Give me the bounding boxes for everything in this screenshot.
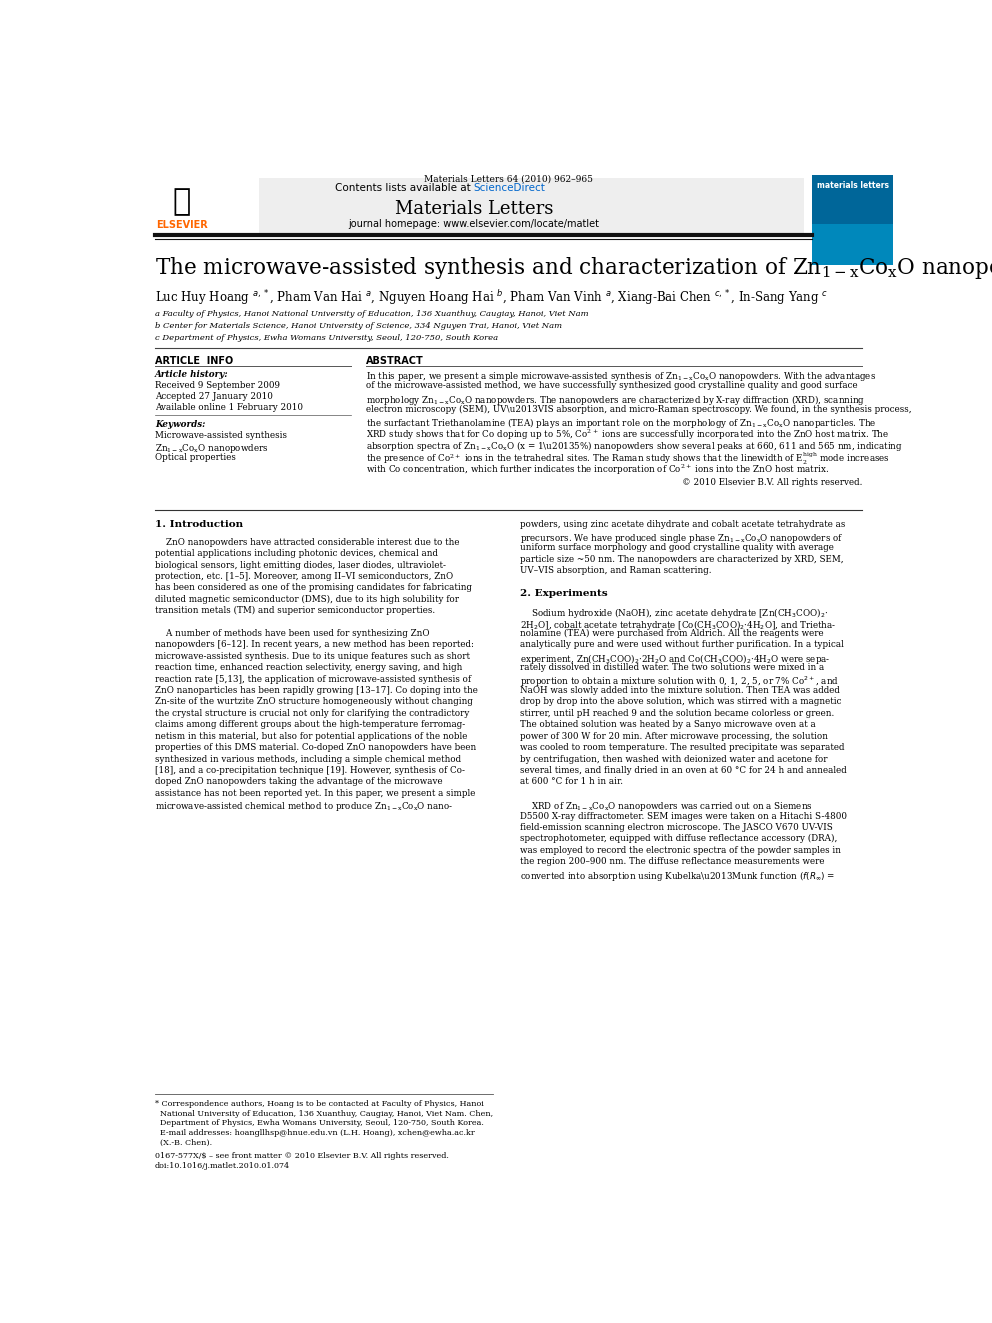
Text: Materials Letters: Materials Letters	[395, 200, 553, 217]
Text: The obtained solution was heated by a Sanyo microwave oven at a: The obtained solution was heated by a Sa…	[520, 720, 815, 729]
Text: c Department of Physics, Ewha Womans University, Seoul, 120-750, South Korea: c Department of Physics, Ewha Womans Uni…	[155, 333, 498, 341]
Text: ARTICLE  INFO: ARTICLE INFO	[155, 356, 233, 366]
Text: reaction rate [5,13], the application of microwave-assisted synthesis of: reaction rate [5,13], the application of…	[155, 675, 471, 684]
Text: Optical properties: Optical properties	[155, 454, 236, 462]
Text: [18], and a co-precipitation technique [19]. However, synthesis of Co-: [18], and a co-precipitation technique […	[155, 766, 464, 775]
Text: protection, etc. [1–5]. Moreover, among II–VI semiconductors, ZnO: protection, etc. [1–5]. Moreover, among …	[155, 572, 453, 581]
Text: the presence of $\mathregular{Co^{2+}}$ ions in the tetrahedral sites. The Raman: the presence of $\mathregular{Co^{2+}}$ …	[366, 451, 890, 467]
Text: uniform surface morphology and good crystalline quality with average: uniform surface morphology and good crys…	[520, 544, 834, 552]
Text: at 600 °C for 1 h in air.: at 600 °C for 1 h in air.	[520, 778, 623, 786]
Text: Microwave-assisted synthesis: Microwave-assisted synthesis	[155, 431, 287, 439]
Text: field-emission scanning electron microscope. The JASCO V670 UV-VIS: field-emission scanning electron microsc…	[520, 823, 832, 832]
Text: The microwave-assisted synthesis and characterization of $\mathregular{Zn_{1-x}C: The microwave-assisted synthesis and cha…	[155, 254, 992, 280]
Text: was employed to record the electronic spectra of the powder samples in: was employed to record the electronic sp…	[520, 845, 841, 855]
Text: Department of Physics, Ewha Womans University, Seoul, 120-750, South Korea.: Department of Physics, Ewha Womans Unive…	[155, 1119, 484, 1127]
Text: was cooled to room temperature. The resulted precipitate was separated: was cooled to room temperature. The resu…	[520, 744, 844, 751]
Text: assistance has not been reported yet. In this paper, we present a simple: assistance has not been reported yet. In…	[155, 789, 475, 798]
Text: microwave-assisted chemical method to produce $\mathregular{Zn_{1-x}Co_x}$O nano: microwave-assisted chemical method to pr…	[155, 800, 453, 814]
Text: synthesized in various methods, including a simple chemical method: synthesized in various methods, includin…	[155, 754, 461, 763]
Text: 2. Experiments: 2. Experiments	[520, 589, 607, 598]
Text: proportion to obtain a mixture solution with 0, 1, 2, 5, or 7% Co$^{2+}$, and: proportion to obtain a mixture solution …	[520, 675, 839, 689]
Text: UV–VIS absorption, and Raman scattering.: UV–VIS absorption, and Raman scattering.	[520, 566, 711, 576]
Text: D5500 X-ray diffractometer. SEM images were taken on a Hitachi S-4800: D5500 X-ray diffractometer. SEM images w…	[520, 811, 847, 820]
Text: E-mail addresses: hoangllhsp@hnue.edu.vn (L.H. Hoang), xchen@ewha.ac.kr: E-mail addresses: hoangllhsp@hnue.edu.vn…	[155, 1129, 474, 1136]
Text: precursors. We have produced single phase $\mathregular{Zn_{1-x}Co_xO}$ nanopowd: precursors. We have produced single phas…	[520, 532, 843, 545]
Text: electron microscopy (SEM), UV\u2013VIS absorption, and micro-Raman spectroscopy.: electron microscopy (SEM), UV\u2013VIS a…	[366, 405, 912, 414]
Text: Materials Letters 64 (2010) 962–965: Materials Letters 64 (2010) 962–965	[424, 175, 593, 183]
Text: spectrophotometer, equipped with diffuse reflectance accessory (DRA),: spectrophotometer, equipped with diffuse…	[520, 835, 837, 844]
Text: microwave-assisted synthesis. Due to its unique features such as short: microwave-assisted synthesis. Due to its…	[155, 652, 470, 660]
Text: XRD of $\mathregular{Zn_{1-x}Co_xO}$ nanopowders was carried out on a Siemens: XRD of $\mathregular{Zn_{1-x}Co_xO}$ nan…	[520, 800, 812, 814]
Text: ABSTRACT: ABSTRACT	[366, 356, 424, 366]
Text: analytically pure and were used without further purification. In a typical: analytically pure and were used without …	[520, 640, 844, 650]
Text: rately dissolved in distilled water. The two solutions were mixed in a: rately dissolved in distilled water. The…	[520, 663, 824, 672]
Text: converted into absorption using Kubelka\u2013Munk function ($f(R_\infty)$ =: converted into absorption using Kubelka\…	[520, 869, 835, 882]
Text: Keywords:: Keywords:	[155, 419, 205, 429]
Bar	[812, 175, 893, 224]
Text: experiment, Zn(CH$_3$COO)$_2$·2H$_2$O and Co(CH$_3$COO)$_2$·4H$_2$O were sepa-: experiment, Zn(CH$_3$COO)$_2$·2H$_2$O an…	[520, 652, 830, 665]
Text: National University of Education, 136 Xuanthuy, Caugiay, Hanoi, Viet Nam. Chen,: National University of Education, 136 Xu…	[155, 1110, 493, 1118]
Text: biological sensors, light emitting diodes, laser diodes, ultraviolet-: biological sensors, light emitting diode…	[155, 561, 445, 569]
Text: particle size ~50 nm. The nanopowders are characterized by XRD, SEM,: particle size ~50 nm. The nanopowders ar…	[520, 554, 843, 564]
Text: ScienceDirect: ScienceDirect	[474, 183, 546, 193]
Text: In this paper, we present a simple microwave-assisted synthesis of $\mathregular: In this paper, we present a simple micro…	[366, 369, 876, 382]
Text: (X.-B. Chen).: (X.-B. Chen).	[155, 1139, 212, 1147]
Text: 1. Introduction: 1. Introduction	[155, 520, 243, 529]
Text: of the microwave-assisted method, we have successfully synthesized good crystall: of the microwave-assisted method, we hav…	[366, 381, 858, 390]
Text: * Correspondence authors, Hoang is to be contacted at Faculty of Physics, Hanoi: * Correspondence authors, Hoang is to be…	[155, 1099, 484, 1109]
Text: journal homepage: www.elsevier.com/locate/matlet: journal homepage: www.elsevier.com/locat…	[348, 218, 599, 229]
Text: nanopowders [6–12]. In recent years, a new method has been reported:: nanopowders [6–12]. In recent years, a n…	[155, 640, 474, 650]
Text: materials letters: materials letters	[816, 181, 889, 191]
Text: b Center for Materials Science, Hanoi University of Science, 334 Nguyen Trai, Ha: b Center for Materials Science, Hanoi Un…	[155, 321, 561, 329]
Text: several times, and finally dried in an oven at 60 °C for 24 h and annealed: several times, and finally dried in an o…	[520, 766, 847, 775]
Text: stirrer, until pH reached 9 and the solution became colorless or green.: stirrer, until pH reached 9 and the solu…	[520, 709, 834, 718]
Text: ☘: ☘	[173, 187, 190, 217]
Text: powders, using zinc acetate dihydrate and cobalt acetate tetrahydrate as: powders, using zinc acetate dihydrate an…	[520, 520, 845, 529]
Text: $\mathregular{Zn_{1-x}Co_xO}$ nanopowders: $\mathregular{Zn_{1-x}Co_xO}$ nanopowder…	[155, 442, 269, 455]
Text: Contents lists available at: Contents lists available at	[335, 183, 474, 193]
Text: doi:10.1016/j.matlet.2010.01.074: doi:10.1016/j.matlet.2010.01.074	[155, 1162, 290, 1170]
Text: by centrifugation, then washed with deionized water and acetone for: by centrifugation, then washed with deio…	[520, 754, 827, 763]
Text: Available online 1 February 2010: Available online 1 February 2010	[155, 404, 303, 413]
Text: drop by drop into the above solution, which was stirred with a magnetic: drop by drop into the above solution, wh…	[520, 697, 841, 706]
Text: A number of methods have been used for synthesizing ZnO: A number of methods have been used for s…	[155, 628, 430, 638]
Text: Zn-site of the wurtzite ZnO structure homogeneously without changing: Zn-site of the wurtzite ZnO structure ho…	[155, 697, 472, 706]
Text: properties of this DMS material. Co-doped ZnO nanopowders have been: properties of this DMS material. Co-dope…	[155, 744, 476, 751]
Text: diluted magnetic semiconductor (DMS), due to its high solubility for: diluted magnetic semiconductor (DMS), du…	[155, 595, 458, 603]
Text: Accepted 27 January 2010: Accepted 27 January 2010	[155, 392, 273, 401]
Text: doped ZnO nanopowders taking the advantage of the microwave: doped ZnO nanopowders taking the advanta…	[155, 778, 442, 786]
Text: ELSEVIER: ELSEVIER	[156, 220, 207, 230]
Text: with Co concentration, which further indicates the incorporation of $\mathregula: with Co concentration, which further ind…	[366, 463, 829, 476]
Text: the crystal structure is crucial not only for clarifying the contradictory: the crystal structure is crucial not onl…	[155, 709, 469, 718]
Text: absorption spectra of $\mathregular{Zn_{1-x}Co_xO}$ (x = 1\u20135%) nanopowders : absorption spectra of $\mathregular{Zn_{…	[366, 439, 903, 454]
Text: netism in this material, but also for potential applications of the noble: netism in this material, but also for po…	[155, 732, 467, 741]
Text: 2H$_2$O], cobalt acetate tetrahydrate [Co(CH$_3$COO)$_2$·4H$_2$O], and Trietha-: 2H$_2$O], cobalt acetate tetrahydrate [C…	[520, 618, 836, 631]
Text: NaOH was slowly added into the mixture solution. Then TEA was added: NaOH was slowly added into the mixture s…	[520, 687, 840, 695]
Bar	[155, 179, 805, 234]
Text: reaction time, enhanced reaction selectivity, energy saving, and high: reaction time, enhanced reaction selecti…	[155, 663, 462, 672]
Text: has been considered as one of the promising candidates for fabricating: has been considered as one of the promis…	[155, 583, 472, 593]
Text: the surfactant Triethanolamine (TEA) plays an important role on the morphology o: the surfactant Triethanolamine (TEA) pla…	[366, 417, 877, 430]
Bar	[155, 179, 259, 234]
Text: 0167-577X/$ – see front matter © 2010 Elsevier B.V. All rights reserved.: 0167-577X/$ – see front matter © 2010 El…	[155, 1152, 448, 1160]
Text: Luc Huy Hoang $^{a,*}$, Pham Van Hai $^{a}$, Nguyen Hoang Hai $^{b}$, Pham Van V: Luc Huy Hoang $^{a,*}$, Pham Van Hai $^{…	[155, 288, 828, 307]
Bar	[812, 175, 893, 265]
Text: © 2010 Elsevier B.V. All rights reserved.: © 2010 Elsevier B.V. All rights reserved…	[682, 478, 862, 487]
Text: the region 200–900 nm. The diffuse reflectance measurements were: the region 200–900 nm. The diffuse refle…	[520, 857, 824, 867]
Text: XRD study shows that for Co doping up to 5%, $\mathregular{Co^{2+}}$ ions are su: XRD study shows that for Co doping up to…	[366, 427, 890, 442]
Text: potential applications including photonic devices, chemical and: potential applications including photoni…	[155, 549, 437, 558]
Text: ZnO nanoparticles has been rapidly growing [13–17]. Co doping into the: ZnO nanoparticles has been rapidly growi…	[155, 687, 477, 695]
Text: ZnO nanopowders have attracted considerable interest due to the: ZnO nanopowders have attracted considera…	[155, 537, 459, 546]
Text: transition metals (TM) and superior semiconductor properties.: transition metals (TM) and superior semi…	[155, 606, 434, 615]
Text: a Faculty of Physics, Hanoi National University of Education, 136 Xuanthuy, Caug: a Faculty of Physics, Hanoi National Uni…	[155, 310, 588, 318]
Text: Article history:: Article history:	[155, 369, 228, 378]
Text: nolamine (TEA) were purchased from Aldrich. All the reagents were: nolamine (TEA) were purchased from Aldri…	[520, 628, 823, 638]
Text: morphology $\mathregular{Zn_{1-x}Co_xO}$ nanopowders. The nanopowders are charac: morphology $\mathregular{Zn_{1-x}Co_xO}$…	[366, 393, 865, 407]
Text: power of 300 W for 20 min. After microwave processing, the solution: power of 300 W for 20 min. After microwa…	[520, 732, 828, 741]
Text: Received 9 September 2009: Received 9 September 2009	[155, 381, 280, 390]
Text: claims among different groups about the high-temperature ferromag-: claims among different groups about the …	[155, 720, 465, 729]
Text: Sodium hydroxide (NaOH), zinc acetate dehydrate [Zn(CH$_3$COO)$_2$·: Sodium hydroxide (NaOH), zinc acetate de…	[520, 606, 828, 620]
